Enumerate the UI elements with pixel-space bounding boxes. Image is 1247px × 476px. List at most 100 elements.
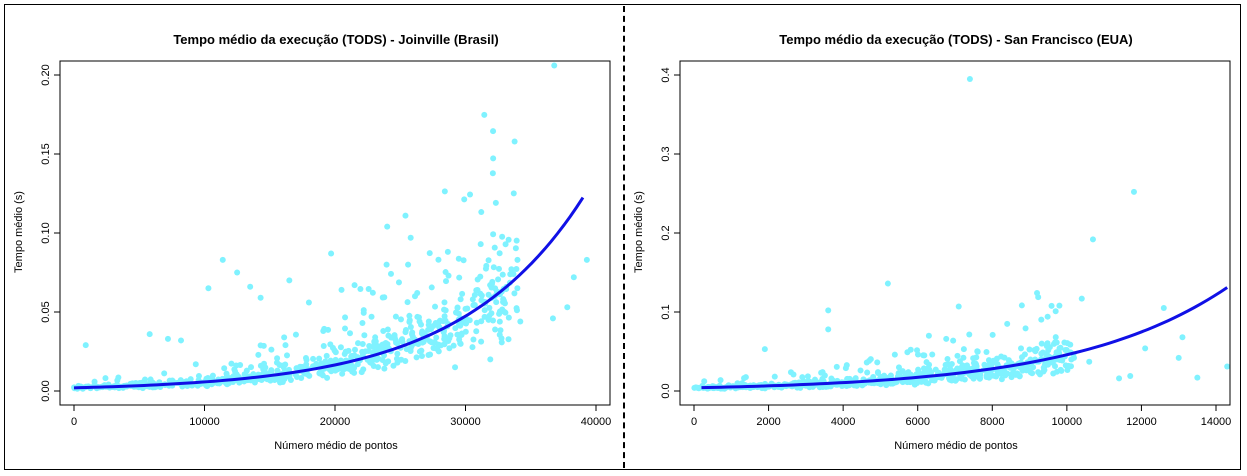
- data-point: [384, 223, 391, 230]
- data-point: [381, 365, 388, 372]
- data-point: [102, 375, 109, 382]
- data-point: [929, 351, 936, 358]
- data-point: [483, 262, 490, 269]
- data-point: [441, 188, 448, 195]
- data-point: [406, 312, 413, 319]
- data-point: [445, 337, 452, 344]
- data-point: [331, 347, 338, 354]
- data-point: [178, 337, 185, 344]
- data-point: [1058, 367, 1065, 374]
- data-point: [496, 318, 503, 325]
- data-point: [474, 286, 481, 293]
- data-point: [368, 313, 375, 320]
- panel-divider: [623, 6, 625, 468]
- data-point: [970, 355, 977, 362]
- data-point: [351, 346, 358, 353]
- data-point: [499, 271, 506, 278]
- x-tick-label: 0: [71, 416, 77, 428]
- data-point: [787, 369, 794, 376]
- data-point: [1160, 305, 1167, 312]
- data-point: [490, 231, 497, 238]
- data-point: [833, 363, 840, 370]
- data-point: [950, 337, 957, 344]
- data-point: [1062, 346, 1069, 353]
- data-point: [966, 331, 973, 338]
- data-point: [271, 377, 278, 384]
- data-point: [426, 250, 433, 257]
- data-point: [369, 289, 376, 296]
- data-point: [874, 359, 881, 366]
- data-point: [804, 373, 811, 380]
- data-point: [419, 339, 426, 346]
- data-point: [510, 190, 517, 197]
- data-point: [395, 279, 402, 286]
- data-point: [1053, 368, 1060, 375]
- data-point: [204, 383, 211, 390]
- data-point: [82, 342, 89, 349]
- x-tick-label: 10000: [189, 416, 220, 428]
- data-point: [486, 304, 493, 311]
- data-point: [458, 330, 465, 337]
- data-point: [478, 297, 485, 304]
- data-point: [1038, 316, 1045, 323]
- data-point: [360, 309, 367, 316]
- data-point: [403, 346, 410, 353]
- data-point: [864, 369, 871, 376]
- x-tick-label: 0: [691, 416, 697, 428]
- data-point: [359, 348, 366, 355]
- data-point: [402, 358, 409, 365]
- data-point: [435, 256, 442, 263]
- data-point: [1048, 302, 1055, 309]
- data-point: [323, 352, 330, 359]
- data-point: [393, 355, 400, 362]
- data-point: [1078, 295, 1085, 302]
- chart-title: Tempo médio da execução (TODS) - Joinvil…: [173, 32, 498, 47]
- y-tick-label: 0.0: [660, 383, 672, 398]
- data-point: [337, 344, 344, 351]
- data-point: [916, 370, 923, 377]
- data-point: [276, 377, 283, 384]
- data-point: [583, 256, 590, 263]
- data-point: [948, 377, 955, 384]
- data-point: [488, 280, 495, 287]
- data-point: [923, 359, 930, 366]
- data-point: [1175, 354, 1182, 361]
- data-point: [325, 326, 332, 333]
- data-point: [493, 299, 500, 306]
- scatter-points: [71, 62, 590, 392]
- data-point: [921, 352, 928, 359]
- data-point: [694, 384, 701, 391]
- data-point: [284, 352, 291, 359]
- data-point: [825, 326, 832, 333]
- data-point: [891, 351, 898, 358]
- data-point: [478, 338, 485, 345]
- data-point: [380, 327, 387, 334]
- data-point: [489, 170, 496, 177]
- data-point: [455, 255, 462, 262]
- data-point: [895, 364, 902, 371]
- data-point: [286, 277, 293, 284]
- data-point: [843, 362, 850, 369]
- data-point: [114, 377, 121, 384]
- data-point: [955, 303, 962, 310]
- data-point: [895, 370, 902, 377]
- y-tick-label: 0.05: [40, 301, 52, 322]
- data-point: [457, 340, 464, 347]
- data-point: [960, 346, 967, 353]
- data-point: [964, 362, 971, 369]
- data-point: [407, 324, 414, 331]
- data-point: [316, 355, 323, 362]
- y-tick-label: 0.00: [40, 380, 52, 401]
- data-point: [1052, 363, 1059, 370]
- data-point: [500, 297, 507, 304]
- data-point: [276, 361, 283, 368]
- data-point: [164, 335, 171, 342]
- data-point: [717, 377, 724, 384]
- x-tick-label: 8000: [980, 416, 1004, 428]
- data-point: [305, 299, 312, 306]
- data-point: [1052, 334, 1059, 341]
- data-point: [473, 328, 480, 335]
- data-point: [379, 341, 386, 348]
- data-point: [371, 338, 378, 345]
- data-point: [456, 274, 463, 281]
